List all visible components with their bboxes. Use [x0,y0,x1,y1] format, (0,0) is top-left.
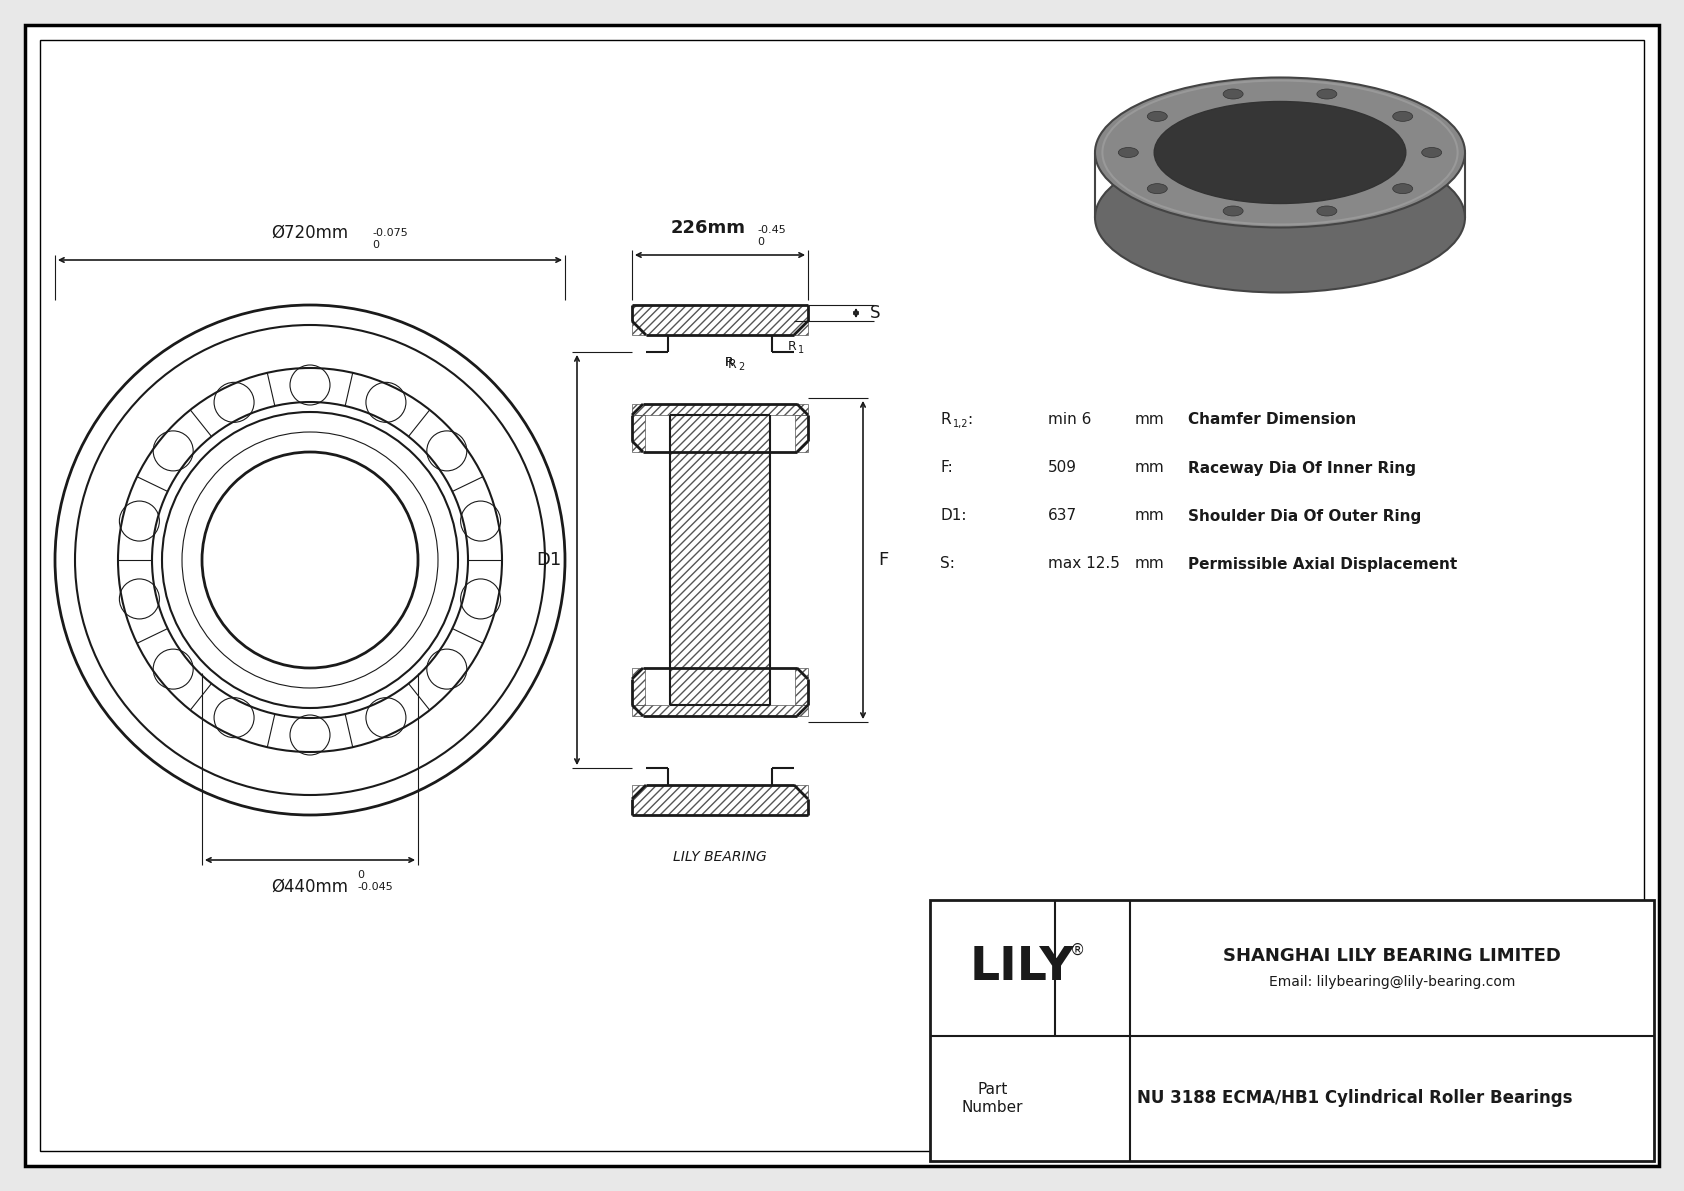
Bar [632,404,808,414]
Text: Permissible Axial Displacement: Permissible Axial Displacement [1187,556,1457,572]
Text: :: : [967,412,972,428]
Text: Part
Number: Part Number [962,1083,1024,1115]
Text: Chamfer Dimension: Chamfer Dimension [1187,412,1356,428]
Text: Shoulder Dia Of Outer Ring: Shoulder Dia Of Outer Ring [1187,509,1421,524]
Text: 637: 637 [1047,509,1078,524]
Text: F: F [877,551,887,569]
Bar [632,705,808,716]
Text: R: R [940,412,951,428]
Text: Ø440mm: Ø440mm [271,878,349,896]
Text: ®: ® [1069,942,1084,958]
Ellipse shape [1317,89,1337,99]
Text: NU 3188 ECMA/HB1 Cylindrical Roller Bearings: NU 3188 ECMA/HB1 Cylindrical Roller Bear… [1137,1090,1573,1108]
Bar [930,900,1654,1161]
Text: Ø720mm: Ø720mm [271,224,349,242]
Bar [795,668,808,705]
Text: 1: 1 [798,345,805,355]
Text: SHANGHAI LILY BEARING LIMITED: SHANGHAI LILY BEARING LIMITED [1223,947,1561,965]
Text: 0: 0 [758,237,765,247]
Ellipse shape [1223,206,1243,216]
Ellipse shape [1147,111,1167,121]
Text: LILY BEARING: LILY BEARING [674,850,766,863]
Text: Raceway Dia Of Inner Ring: Raceway Dia Of Inner Ring [1187,461,1416,475]
Text: R: R [726,355,734,368]
Text: -0.075: -0.075 [372,227,408,238]
Ellipse shape [1095,143,1465,293]
Text: F:: F: [940,461,953,475]
Ellipse shape [1118,148,1138,157]
Text: S: S [871,304,881,322]
Ellipse shape [1147,183,1167,194]
Text: 0: 0 [372,241,379,250]
Bar [632,414,645,453]
Bar [670,414,770,705]
Text: mm: mm [1135,461,1165,475]
Ellipse shape [1421,148,1442,157]
Ellipse shape [1317,206,1337,216]
Ellipse shape [1095,77,1465,227]
Text: min 6: min 6 [1047,412,1091,428]
Ellipse shape [1393,183,1413,194]
Text: mm: mm [1135,412,1165,428]
Text: max 12.5: max 12.5 [1047,556,1120,572]
Text: 226mm: 226mm [670,219,746,237]
Text: 2: 2 [738,362,744,372]
Text: LILY: LILY [970,946,1074,991]
Bar [795,414,808,453]
Text: D1: D1 [537,551,562,569]
Ellipse shape [1223,89,1243,99]
Text: R: R [788,341,797,354]
Text: -0.045: -0.045 [357,883,392,892]
Text: S:: S: [940,556,955,572]
Text: R: R [727,357,738,370]
Bar [632,305,808,335]
Ellipse shape [1154,101,1406,204]
Text: 509: 509 [1047,461,1078,475]
Text: R: R [726,355,734,368]
Text: mm: mm [1135,556,1165,572]
Ellipse shape [1393,111,1413,121]
Text: 1,2: 1,2 [953,419,968,429]
Text: Email: lilybearing@lily-bearing.com: Email: lilybearing@lily-bearing.com [1268,975,1516,989]
Text: -0.45: -0.45 [758,225,786,235]
Text: D1:: D1: [940,509,967,524]
Text: 0: 0 [357,869,364,880]
Text: mm: mm [1135,509,1165,524]
Bar [632,785,808,815]
Bar [632,668,645,705]
